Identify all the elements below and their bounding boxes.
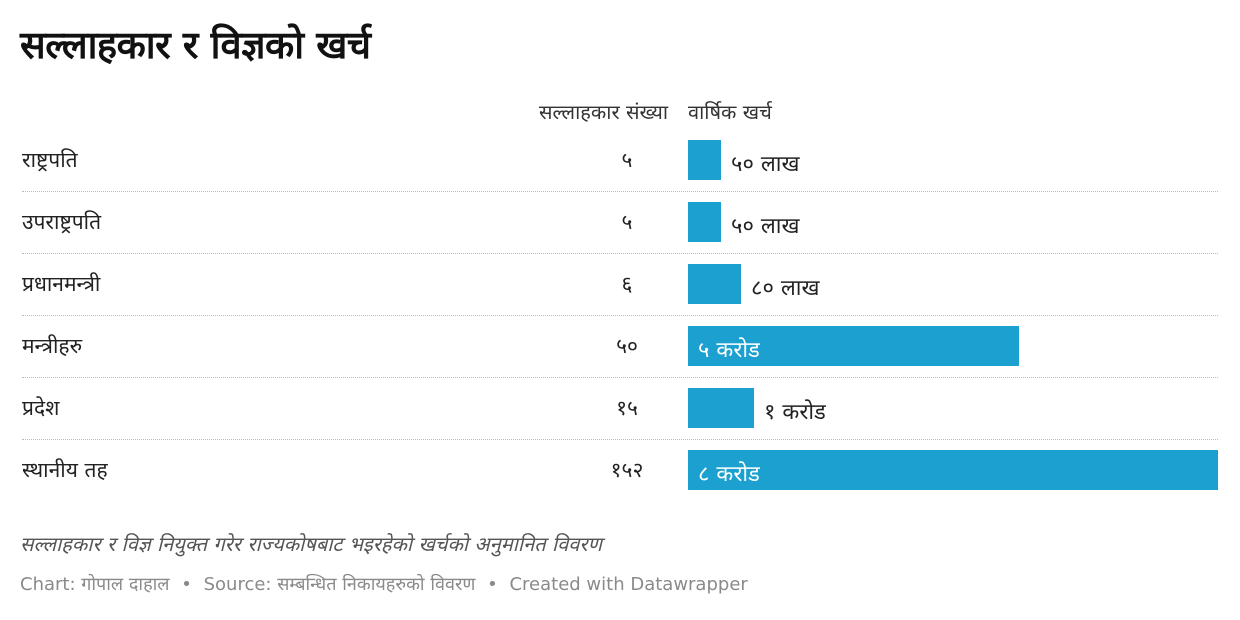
advisor-count: ५ — [621, 148, 633, 172]
cost-bar — [688, 388, 754, 428]
cost-label: ५ करोड — [698, 338, 760, 363]
table-row: प्रधानमन्त्री ६ ८० लाख — [22, 254, 1218, 316]
advisor-count: १५ — [616, 396, 638, 420]
table-row: मन्त्रीहरु ५० ५ करोड — [22, 316, 1218, 378]
created-with-credit: Created with Datawrapper — [509, 574, 748, 595]
source-credit: Source: सम्बन्धित निकायहरुको विवरण — [203, 574, 476, 595]
chart-credit: Chart: गोपाल दाहाल — [20, 574, 170, 595]
table-row: प्रदेश १५ १ करोड — [22, 378, 1218, 440]
data-table: राष्ट्रपति ५ ५० लाख उपराष्ट्रपति ५ ५० ला… — [22, 130, 1218, 502]
advisor-count: १५२ — [610, 458, 644, 482]
advisor-count-header: सल्लाहकार संख्या — [539, 100, 668, 124]
row-label: मन्त्रीहरु — [22, 334, 83, 358]
bar-area: ८० लाख — [688, 264, 1218, 304]
cost-bar — [688, 450, 1218, 490]
bar-area: ८ करोड — [688, 450, 1218, 490]
bar-area: ५० लाख — [688, 202, 1218, 242]
bar-area: १ करोड — [688, 388, 1218, 428]
table-row: राष्ट्रपति ५ ५० लाख — [22, 130, 1218, 192]
chart-footer: Chart: गोपाल दाहाल • Source: सम्बन्धित न… — [20, 572, 748, 596]
cost-label: ५० लाख — [731, 214, 800, 239]
cost-bar — [688, 264, 741, 304]
chart-title: सल्लाहकार र विज्ञको खर्च — [20, 23, 371, 67]
cost-bar — [688, 202, 721, 242]
cost-label: ८ करोड — [698, 462, 760, 487]
bar-area: ५० लाख — [688, 140, 1218, 180]
bar-area: ५ करोड — [688, 326, 1218, 366]
advisor-count: ६ — [621, 272, 633, 296]
chart-description: सल्लाहकार र विज्ञ नियुक्त गरेर राज्यकोषब… — [20, 532, 603, 556]
row-label: स्थानीय तह — [22, 458, 108, 482]
advisor-count: ५ — [621, 210, 633, 234]
cost-bar — [688, 140, 721, 180]
row-label: प्रधानमन्त्री — [22, 272, 101, 296]
cost-label: ५० लाख — [731, 152, 800, 177]
footer-separator: • — [487, 574, 498, 595]
row-label: प्रदेश — [22, 396, 60, 420]
cost-label: ८० लाख — [751, 276, 820, 301]
table-row: उपराष्ट्रपति ५ ५० लाख — [22, 192, 1218, 254]
cost-label: १ करोड — [764, 400, 826, 425]
row-label: उपराष्ट्रपति — [22, 210, 102, 234]
table-row: स्थानीय तह १५२ ८ करोड — [22, 440, 1218, 502]
cost-bar — [688, 326, 1019, 366]
footer-separator: • — [181, 574, 192, 595]
advisor-count: ५० — [616, 334, 638, 358]
row-label: राष्ट्रपति — [22, 148, 78, 172]
annual-cost-header: वार्षिक खर्च — [688, 100, 772, 124]
